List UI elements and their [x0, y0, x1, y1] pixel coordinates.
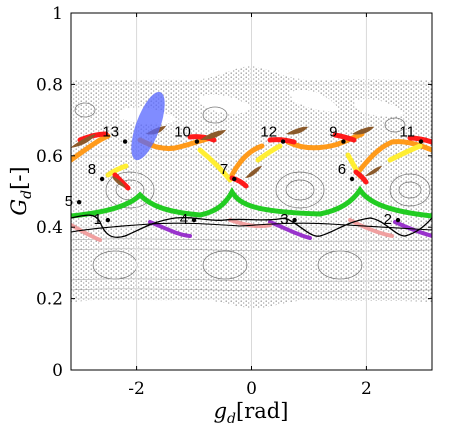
kam-curves [71, 238, 432, 292]
point-number-label: 12 [260, 124, 277, 141]
orbit-point [395, 217, 401, 223]
white-islands [120, 90, 405, 125]
manifold-green [71, 185, 432, 219]
orbit-point [105, 217, 111, 223]
orbit-line-2 [71, 222, 432, 233]
point-number-label: 10 [174, 124, 191, 141]
manifold-yellow [105, 143, 423, 183]
orbit-point [191, 217, 197, 223]
point-number-label: 13 [102, 124, 119, 141]
y-tick-label: 0.4 [36, 218, 63, 238]
x-axis-unit: [rad] [236, 399, 288, 423]
point-number-label: 1 [94, 211, 102, 228]
orbit-point [349, 176, 355, 182]
point-number-label: 3 [280, 211, 288, 228]
orbit-point [280, 139, 286, 144]
y-tick-label: 1 [52, 4, 63, 24]
y-axis-symbol: G [7, 199, 31, 216]
orbit-point [76, 200, 82, 205]
point-number-label: 2 [384, 211, 392, 228]
manifold-brown-lobes [71, 126, 382, 188]
x-tick-label: -2 [128, 379, 145, 399]
point-number-label: 5 [65, 193, 73, 210]
x-tick-label: 0 [246, 379, 257, 399]
orbit-point [232, 176, 237, 182]
point-number-label: 6 [338, 161, 346, 178]
blue-region [131, 91, 165, 161]
orbit-point [194, 139, 200, 144]
point-number-label: 7 [220, 161, 228, 178]
axis-ticks: -2 0 2 0 0.2 0.4 0.6 0.8 1 [36, 4, 432, 399]
y-tick-label: 0.6 [36, 147, 63, 167]
svg-text:gd[rad]: gd[rad] [214, 399, 289, 427]
orbit-point [99, 176, 105, 182]
point-number-label: 9 [329, 124, 337, 141]
point-number-label: 8 [88, 161, 96, 178]
y-tick-label: 0 [52, 361, 63, 381]
y-axis-unit: [-] [7, 166, 31, 189]
y-axis-subscript: d [19, 190, 35, 199]
x-axis-subscript: d [227, 411, 236, 427]
y-tick-label: 0.2 [36, 290, 63, 310]
y-axis-title: Gd[-] [7, 166, 35, 215]
orbit-point [292, 217, 297, 223]
manifold-orange [71, 131, 432, 178]
x-tick-label: 2 [361, 379, 372, 399]
y-tick-label: 0.8 [36, 75, 63, 95]
orbit-point [341, 139, 346, 144]
point-number-label: 11 [399, 124, 415, 141]
x-axis-symbol: g [214, 399, 227, 423]
orbit-point [122, 139, 128, 144]
point-number-label: 4 [180, 211, 188, 228]
x-axis-title: gd[rad] [214, 399, 289, 427]
orbit-point [418, 139, 424, 144]
svg-text:Gd[-]: Gd[-] [7, 166, 35, 215]
